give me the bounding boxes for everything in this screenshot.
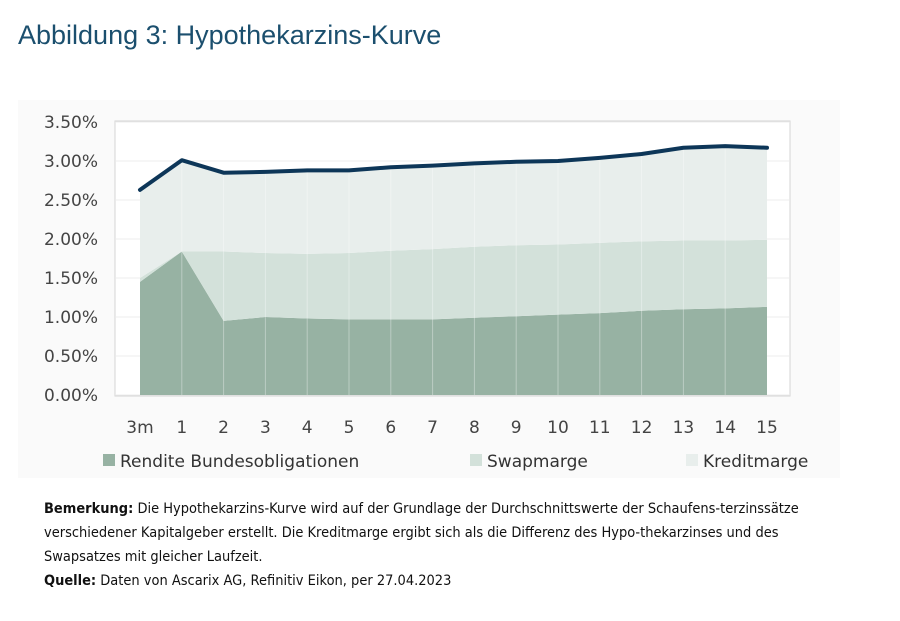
legend-swatch xyxy=(103,454,115,466)
legend-item: Kreditmarge xyxy=(686,452,808,472)
source-label: Quelle: xyxy=(44,573,97,589)
x-tick-label: 3 xyxy=(260,418,271,438)
legend-label: Rendite Bundesobligationen xyxy=(120,452,359,472)
remark-label: Bemerkung: xyxy=(44,501,134,517)
area-kreditmarge xyxy=(140,146,767,278)
x-tick-label: 8 xyxy=(469,418,480,438)
x-tick-label: 3m xyxy=(126,418,153,438)
area-chart: 0.00% 0.50% 1.00% 1.50% 2.00% 2.50% 3.00% 3.50%… xyxy=(18,100,840,478)
area-rendite-bundesobligationen xyxy=(140,251,767,395)
y-tick-label: 3.50% xyxy=(44,113,98,133)
legend-swatch xyxy=(686,454,698,466)
x-tick-label: 14 xyxy=(714,418,736,438)
legend-swatch xyxy=(470,454,482,466)
hypothekarzins-line xyxy=(138,144,769,192)
y-tick-label: 2.00% xyxy=(44,230,98,250)
x-tick-label: 12 xyxy=(631,418,653,438)
legend-label: Swapmarge xyxy=(487,452,588,472)
y-tick-label: 2.50% xyxy=(44,191,98,211)
x-tick-label: 15 xyxy=(756,418,778,438)
y-tick-label: 0.00% xyxy=(44,386,98,406)
legend-label: Kreditmarge xyxy=(703,452,808,472)
x-tick-label: 5 xyxy=(344,418,355,438)
x-tick-label: 13 xyxy=(673,418,695,438)
y-tick-label: 1.50% xyxy=(44,269,98,289)
remark-text: Die Hypothekarzins-Kurve wird auf der Gr… xyxy=(44,501,799,565)
x-tick-label: 6 xyxy=(385,418,396,438)
x-tick-label: 9 xyxy=(511,418,522,438)
y-tick-label: 3.00% xyxy=(44,152,98,172)
x-tick-label: 11 xyxy=(589,418,611,438)
source: Quelle: Daten von Ascarix AG, Refinitiv … xyxy=(44,569,816,593)
y-tick-label: 1.00% xyxy=(44,308,98,328)
chart-title: Abbildung 3: Hypothekarzins-Kurve xyxy=(18,20,442,50)
remark: Bemerkung: Die Hypothekarzins-Kurve wird… xyxy=(44,497,816,569)
x-tick-label: 4 xyxy=(302,418,313,438)
x-tick-label: 7 xyxy=(427,418,438,438)
x-tick-label: 10 xyxy=(547,418,569,438)
x-tick-label: 2 xyxy=(218,418,229,438)
chart-notes: Bemerkung: Die Hypothekarzins-Kurve wird… xyxy=(44,497,816,593)
area-swapmarge xyxy=(140,239,767,321)
source-text: Daten von Ascarix AG, Refinitiv Eikon, p… xyxy=(96,573,452,589)
legend-item: Rendite Bundesobligationen xyxy=(103,452,359,472)
legend-item: Swapmarge xyxy=(470,452,588,472)
y-tick-label: 0.50% xyxy=(44,347,98,367)
x-tick-label: 1 xyxy=(176,418,187,438)
